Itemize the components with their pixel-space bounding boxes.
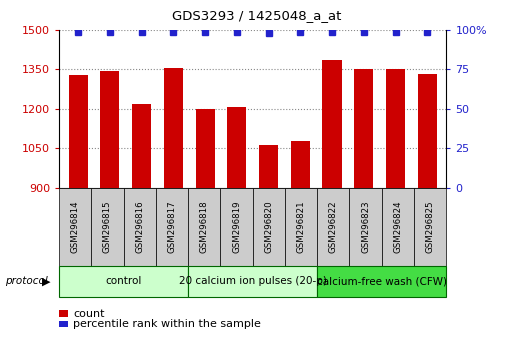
Bar	[100, 71, 120, 188]
Bar	[164, 68, 183, 188]
Text: GSM296815: GSM296815	[103, 200, 112, 253]
Text: GSM296818: GSM296818	[200, 200, 209, 253]
Text: ▶: ▶	[42, 276, 51, 286]
Text: GSM296816: GSM296816	[135, 200, 144, 253]
Bar	[323, 60, 342, 188]
Text: GSM296824: GSM296824	[393, 200, 402, 253]
Bar	[386, 69, 405, 188]
Bar	[259, 145, 278, 188]
Bar	[227, 107, 246, 188]
Bar	[69, 75, 88, 188]
Bar	[354, 69, 373, 188]
Bar	[132, 104, 151, 188]
Text: GSM296822: GSM296822	[329, 200, 338, 253]
Bar	[418, 74, 437, 188]
Bar	[291, 141, 310, 188]
Text: protocol: protocol	[5, 276, 48, 286]
Text: GSM296821: GSM296821	[297, 200, 306, 253]
Text: GDS3293 / 1425048_a_at: GDS3293 / 1425048_a_at	[172, 9, 341, 22]
Text: 20 calcium ion pulses (20-p): 20 calcium ion pulses (20-p)	[179, 276, 327, 286]
Text: GSM296819: GSM296819	[232, 200, 241, 253]
Text: count: count	[73, 309, 105, 319]
Text: GSM296820: GSM296820	[264, 200, 273, 253]
Bar	[195, 109, 214, 188]
Text: GSM296825: GSM296825	[426, 200, 435, 253]
Text: GSM296817: GSM296817	[167, 200, 176, 253]
Text: calcium-free wash (CFW): calcium-free wash (CFW)	[317, 276, 447, 286]
Text: GSM296823: GSM296823	[361, 200, 370, 253]
Text: GSM296814: GSM296814	[71, 200, 80, 253]
Text: control: control	[105, 276, 142, 286]
Text: percentile rank within the sample: percentile rank within the sample	[73, 319, 261, 329]
